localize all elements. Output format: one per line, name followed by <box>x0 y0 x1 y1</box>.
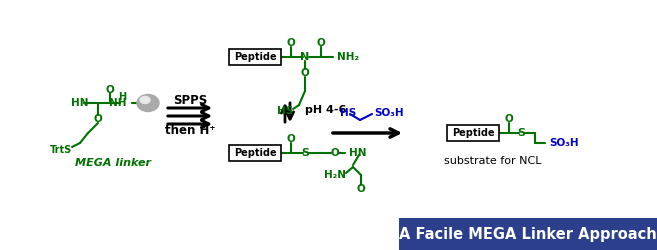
Text: SPPS: SPPS <box>173 94 207 106</box>
Ellipse shape <box>140 96 150 103</box>
Text: TrtS: TrtS <box>50 145 72 155</box>
Text: MEGA linker: MEGA linker <box>75 158 151 168</box>
Text: S: S <box>517 128 525 138</box>
Text: O: O <box>357 184 365 194</box>
Text: S: S <box>301 148 309 158</box>
Text: O: O <box>301 68 309 78</box>
Text: HS: HS <box>277 106 293 116</box>
Text: substrate for NCL: substrate for NCL <box>444 156 542 166</box>
Text: Peptide: Peptide <box>452 128 494 138</box>
Text: O: O <box>330 148 340 158</box>
Text: A Facile MEGA Linker Approach: A Facile MEGA Linker Approach <box>399 226 657 242</box>
Text: O: O <box>505 114 513 124</box>
Text: then H⁺: then H⁺ <box>165 124 215 138</box>
Text: O: O <box>106 85 114 95</box>
FancyBboxPatch shape <box>229 145 281 161</box>
FancyBboxPatch shape <box>399 218 657 250</box>
Text: O: O <box>286 134 296 144</box>
Text: H₂N: H₂N <box>324 170 346 180</box>
Text: O: O <box>317 38 325 48</box>
Text: O: O <box>286 38 296 48</box>
Text: Peptide: Peptide <box>234 148 277 158</box>
Text: SO₃H: SO₃H <box>374 108 403 118</box>
FancyBboxPatch shape <box>229 49 281 65</box>
Text: H: H <box>118 92 126 102</box>
Text: HN: HN <box>349 148 367 158</box>
Text: pH 4-6: pH 4-6 <box>305 105 346 115</box>
FancyBboxPatch shape <box>447 125 499 141</box>
Text: Peptide: Peptide <box>234 52 277 62</box>
Text: O: O <box>94 114 102 124</box>
Text: NH₂: NH₂ <box>337 52 359 62</box>
Ellipse shape <box>137 94 159 112</box>
Text: HN: HN <box>70 98 88 108</box>
Text: N: N <box>300 52 309 62</box>
Text: NH: NH <box>108 98 126 108</box>
Text: SO₃H: SO₃H <box>549 138 579 148</box>
Text: HS: HS <box>340 108 356 118</box>
